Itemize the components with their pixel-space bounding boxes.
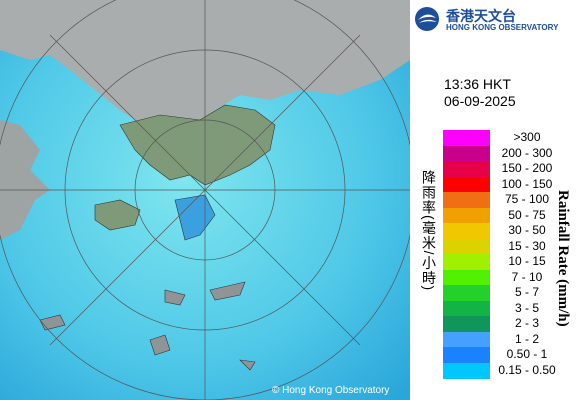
- radar-map: [0, 0, 410, 400]
- legend-label: 10 - 15: [508, 254, 546, 268]
- legend-label: 5 - 7: [514, 285, 539, 299]
- legend-swatch: [443, 300, 490, 317]
- legend-title-en: Rainfall Rate (mm/h): [555, 190, 571, 327]
- islands: [39, 281, 256, 371]
- legend-swatch: [443, 347, 490, 363]
- org-name-zh: 香港天文台: [446, 8, 516, 24]
- legend-label: 1 - 2: [514, 331, 539, 346]
- legend-label: 75 - 100: [504, 192, 550, 206]
- legend-swatch: [443, 285, 490, 301]
- legend-swatch: [443, 331, 490, 348]
- legend-swatch: [443, 223, 490, 239]
- legend-label: 0.15 - 0.50: [498, 362, 556, 377]
- logo: [415, 7, 439, 31]
- legend-swatch: [443, 269, 490, 286]
- hong-kong: [119, 104, 276, 186]
- legend-label: >300: [513, 130, 541, 144]
- range-rings: [0, 0, 410, 400]
- legend-swatch: [443, 254, 490, 270]
- legend-label: 100 - 150: [501, 176, 553, 191]
- legend-label: 50 - 75: [508, 207, 546, 222]
- legend-label: 2 - 3: [514, 316, 539, 330]
- legend-swatch: [443, 316, 490, 332]
- legend-swatch: [443, 145, 490, 162]
- land: [0, 120, 50, 240]
- copyright: © Hong Kong Observatory: [272, 385, 390, 396]
- legend-swatch: [443, 161, 490, 177]
- legend-label: 3 - 5: [514, 300, 539, 315]
- legend-label: 30 - 50: [508, 223, 546, 237]
- legend-label: 150 - 200: [501, 161, 553, 175]
- legend-swatch: [443, 207, 490, 224]
- legend-label: 0.50 - 1: [506, 347, 548, 361]
- legend-label: 15 - 30: [508, 238, 546, 253]
- date: 06-09-2025: [444, 93, 516, 109]
- legend-swatch: [443, 130, 490, 146]
- time: 13:36 HKT: [444, 76, 511, 92]
- legend-swatch: [443, 362, 490, 379]
- legend-swatch: [443, 176, 490, 193]
- legend-swatch: [443, 192, 490, 208]
- lantau: [94, 199, 141, 231]
- legend-label: 200 - 300: [501, 145, 553, 160]
- legend-label: 7 - 10: [511, 269, 543, 284]
- legend-swatch: [443, 238, 490, 255]
- org-name-en: HONG KONG OBSERVATORY: [446, 23, 559, 32]
- legend-title-zh: 降雨率(毫米/小時): [421, 170, 437, 292]
